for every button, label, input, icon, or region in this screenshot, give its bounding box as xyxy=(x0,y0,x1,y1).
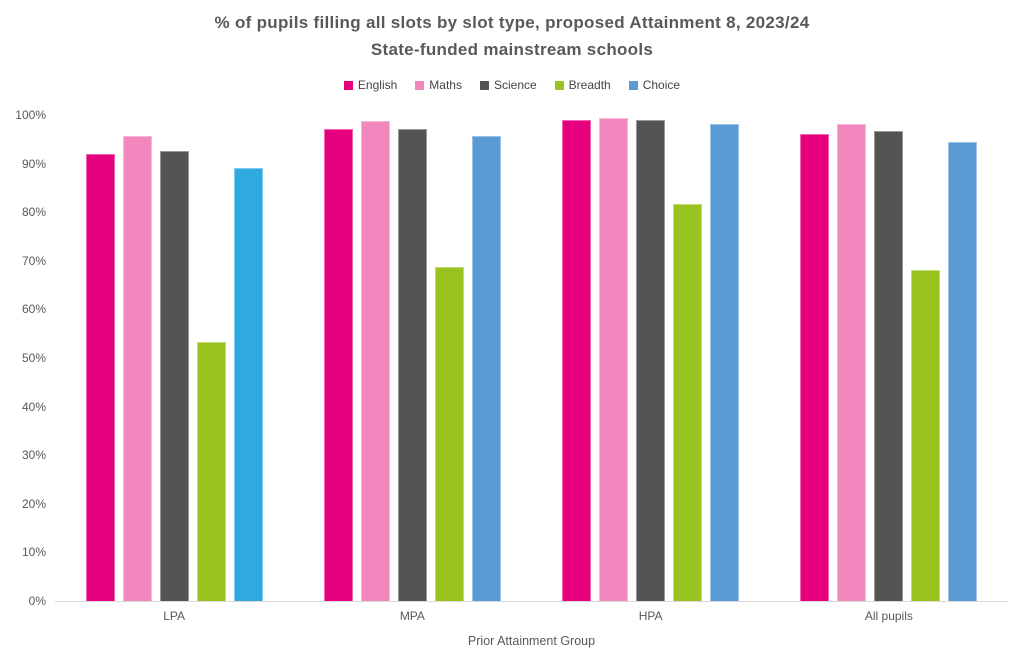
legend-item-choice: Choice xyxy=(628,78,681,92)
legend-swatch-breadth-icon xyxy=(554,80,564,90)
y-axis-tick-label-70: 70% xyxy=(21,253,46,268)
legend-label-science: Science xyxy=(493,78,537,92)
legend-swatch-choice-icon xyxy=(628,80,638,90)
y-axis-tick-label-50: 50% xyxy=(21,351,46,365)
y-axis-tick-label-80: 80% xyxy=(21,205,46,220)
y-axis-tick-label-30: 30% xyxy=(21,448,46,463)
y-axis-tick-label-10: 10% xyxy=(21,545,46,560)
bar-science-all-pupils xyxy=(874,131,904,601)
bar-english-mpa xyxy=(323,129,353,601)
bar-group-hpa xyxy=(532,115,770,601)
y-axis-tick-label-40: 40% xyxy=(21,399,46,414)
bar-english-all-pupils xyxy=(800,134,830,601)
bar-choice-hpa xyxy=(710,123,740,601)
x-axis-title: Prior Attainment Group xyxy=(467,634,596,648)
bar-choice-lpa xyxy=(233,167,263,601)
x-axis-line xyxy=(55,601,1008,602)
y-axis-tick-label-0: 0% xyxy=(28,594,46,608)
plot-area xyxy=(55,115,1008,601)
legend-item-breadth: Breadth xyxy=(554,78,611,92)
chart-title-line2: State-funded mainstream schools xyxy=(370,40,654,59)
legend-label-breadth: Breadth xyxy=(568,78,611,92)
legend-swatch-science-icon xyxy=(479,80,489,90)
bar-english-lpa xyxy=(85,154,115,601)
x-axis-label-mpa: MPA xyxy=(399,609,425,623)
bar-group-mpa xyxy=(293,115,531,601)
chart-title-line1: % of pupils filling all slots by slot ty… xyxy=(214,13,810,32)
legend-item-maths: Maths xyxy=(415,78,462,92)
bar-science-lpa xyxy=(159,151,189,601)
x-axis-labels: LPA MPA HPA All pupils xyxy=(55,609,1008,623)
bar-group-all-pupils xyxy=(770,115,1008,601)
bar-group-lpa xyxy=(55,115,293,601)
bar-breadth-lpa xyxy=(196,341,226,601)
y-axis-tick-label-60: 60% xyxy=(21,302,46,317)
y-axis-tick-label-100: 100% xyxy=(15,108,46,122)
bar-breadth-hpa xyxy=(673,204,703,601)
bar-choice-all-pupils xyxy=(948,141,978,601)
bar-maths-all-pupils xyxy=(837,124,867,601)
bar-maths-lpa xyxy=(122,135,152,601)
legend-label-choice: Choice xyxy=(642,78,681,92)
bar-science-hpa xyxy=(636,120,666,601)
legend-label-english: English xyxy=(357,78,398,92)
legend: English Maths Science Breadth Choice xyxy=(0,78,1024,92)
x-axis-label-lpa: LPA xyxy=(163,609,186,623)
x-axis-label-all-pupils: All pupils xyxy=(864,609,913,623)
y-axis-tick-label-90: 90% xyxy=(21,156,46,171)
bar-science-mpa xyxy=(397,128,427,601)
bar-maths-hpa xyxy=(599,117,629,601)
bar-english-hpa xyxy=(562,120,592,601)
legend-item-science: Science xyxy=(479,78,537,92)
bar-choice-mpa xyxy=(471,136,501,601)
legend-item-english: English xyxy=(343,78,398,92)
bar-breadth-mpa xyxy=(434,267,464,601)
x-axis-label-hpa: HPA xyxy=(638,609,663,623)
bar-breadth-all-pupils xyxy=(911,269,941,601)
bar-maths-mpa xyxy=(360,121,390,601)
legend-label-maths: Maths xyxy=(429,78,462,92)
y-axis-tick-label-20: 20% xyxy=(21,496,46,511)
legend-swatch-english-icon xyxy=(343,80,353,90)
legend-swatch-maths-icon xyxy=(415,80,425,90)
